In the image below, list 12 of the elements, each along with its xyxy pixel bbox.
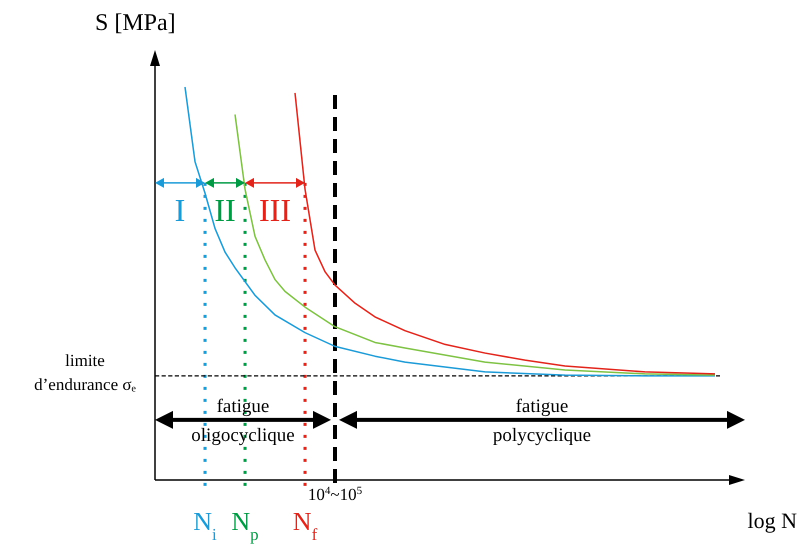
ref-line-label: limite d’endurance σₑ <box>34 350 137 394</box>
y-axis-title: S [MPa] <box>95 10 176 36</box>
annotation: II <box>214 192 236 228</box>
annotation: fatigue oligocyclique <box>191 396 295 446</box>
x-tick-label: N$_{i}$ <box>193 507 218 544</box>
annotation: fatigue polycyclique <box>492 396 592 446</box>
x-tick-label: N$_{f}$ <box>292 507 318 544</box>
x-tick-label: N$_{p}$ <box>231 507 259 544</box>
annotation: I <box>174 192 186 228</box>
annotation: III <box>259 192 291 228</box>
x-axis-title: log N <box>748 508 798 533</box>
x-tick-label: 10$^{4}$~10$^{5}$ <box>308 485 363 504</box>
